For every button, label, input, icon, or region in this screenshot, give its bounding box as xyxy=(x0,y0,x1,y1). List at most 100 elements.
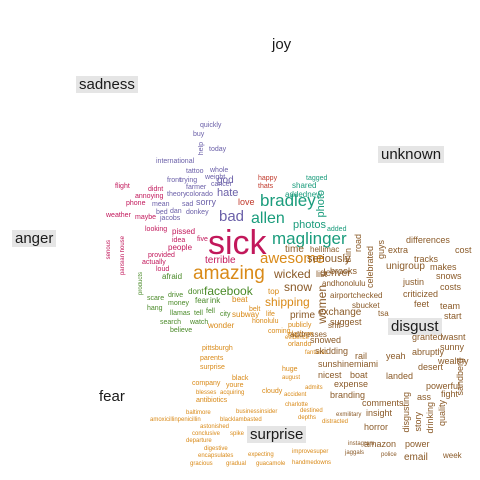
word: belt xyxy=(249,306,261,313)
word: improvesuper xyxy=(292,449,329,455)
word: theory xyxy=(167,191,187,198)
word: cloudy xyxy=(262,388,283,395)
word: sick xyxy=(208,224,267,262)
word: fight xyxy=(441,389,459,399)
word: beat xyxy=(232,295,248,304)
word: amazing xyxy=(193,263,265,284)
word: story xyxy=(413,412,423,432)
word: weight xyxy=(205,174,226,181)
word: allen xyxy=(251,210,285,227)
word: sorry xyxy=(196,197,216,207)
word: police xyxy=(381,452,397,458)
word: baltimore xyxy=(186,410,211,416)
word: shit xyxy=(328,321,341,330)
word: august xyxy=(282,375,301,381)
word: evidence xyxy=(285,335,310,341)
word: insight xyxy=(366,408,393,418)
word: drinking xyxy=(425,402,435,434)
word: skidding xyxy=(315,346,349,356)
word: addednew xyxy=(285,190,322,199)
word: sunny xyxy=(440,342,465,352)
word: fear xyxy=(195,296,209,305)
word: shared xyxy=(292,181,317,190)
word: antibiotics xyxy=(196,397,228,404)
word: tsa xyxy=(378,309,389,318)
category-label-unknown: unknown xyxy=(378,146,445,163)
word: cost xyxy=(455,245,472,255)
word: watch xyxy=(190,319,209,326)
word: hang xyxy=(147,305,163,312)
word: yeah xyxy=(386,351,406,361)
word: exchange xyxy=(318,307,362,318)
word: charlotte xyxy=(285,402,309,408)
word: wonder xyxy=(208,321,235,330)
word: time xyxy=(285,244,304,255)
category-label-disgust: disgust xyxy=(388,318,442,335)
word: actually xyxy=(142,259,166,266)
word: sunshinemiami xyxy=(318,359,379,369)
word: quickly xyxy=(200,122,222,129)
word: differences xyxy=(406,235,450,245)
word: annoying xyxy=(135,193,164,200)
category-label-anger: anger xyxy=(12,230,57,247)
word: tell xyxy=(194,310,203,317)
word: list xyxy=(316,269,327,279)
word: addresses xyxy=(290,330,327,339)
word: added xyxy=(327,226,347,233)
word: granted xyxy=(412,332,443,342)
word: hellimac xyxy=(310,245,340,254)
word: jaggals xyxy=(345,450,365,456)
word: wealthy xyxy=(438,356,469,366)
word: thin xyxy=(343,248,353,263)
word: expecting xyxy=(248,452,274,458)
word: international xyxy=(156,158,195,165)
word: llamas xyxy=(170,310,191,317)
word: ink xyxy=(210,296,221,305)
word: bed xyxy=(156,209,168,216)
word: gracious xyxy=(190,461,213,467)
word: idea xyxy=(172,237,186,244)
word: snows xyxy=(436,271,462,281)
word: destined xyxy=(300,408,323,414)
word: ass xyxy=(417,392,432,402)
word: andhonolulu xyxy=(322,279,366,288)
word: admits xyxy=(305,385,323,391)
word: conclusive xyxy=(192,431,221,437)
word: comments xyxy=(362,398,404,408)
word: blacklambasted xyxy=(220,417,262,423)
word: businessinsider xyxy=(236,409,278,415)
word: farmer xyxy=(186,184,207,191)
word: feet xyxy=(414,299,430,309)
word: drive xyxy=(168,292,184,299)
word: afraid xyxy=(162,272,183,281)
word: happy xyxy=(258,175,278,182)
word: departure xyxy=(186,438,212,444)
word: celebrated xyxy=(365,246,375,289)
word: help xyxy=(198,142,205,156)
word: unigroup xyxy=(386,261,425,272)
word: terrible xyxy=(205,255,236,266)
word: provided xyxy=(148,252,175,259)
word: bradley xyxy=(260,191,316,210)
word: cancer xyxy=(211,181,233,188)
word: blesses xyxy=(196,390,217,396)
word: jacobs xyxy=(160,215,181,222)
word: black xyxy=(232,375,249,382)
word: amoxicillinpenicillin xyxy=(150,417,201,423)
word: whole xyxy=(210,167,229,174)
word: huge xyxy=(282,366,298,373)
word: prime xyxy=(290,310,316,321)
word: maglinger xyxy=(272,229,347,248)
word: horror xyxy=(364,422,389,432)
word: airportchecked xyxy=(330,291,383,300)
category-label-fear: fear xyxy=(99,388,125,405)
word: expense xyxy=(334,379,369,389)
word: products xyxy=(138,272,144,296)
word: depths xyxy=(298,415,317,421)
word: snowed xyxy=(310,335,342,345)
word: weather xyxy=(106,212,131,219)
word: looking xyxy=(145,226,168,233)
word: believe xyxy=(170,327,193,334)
word: top xyxy=(268,287,280,296)
word: accident xyxy=(284,392,307,398)
